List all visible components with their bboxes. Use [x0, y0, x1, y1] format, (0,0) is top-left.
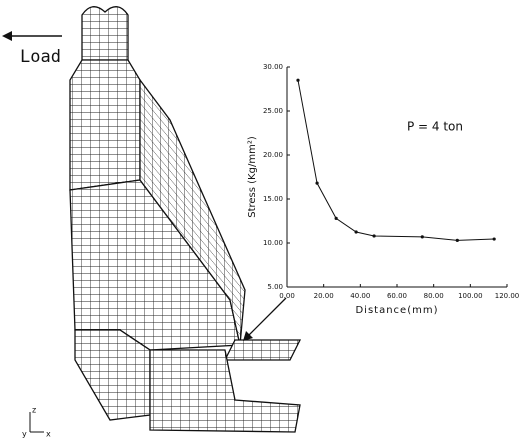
- mesh-model: [69, 6, 302, 433]
- load-label: Load: [20, 47, 61, 67]
- triad-label: x: [46, 430, 51, 439]
- x-tick-label: 20.00: [314, 292, 334, 300]
- x-tick-label: 0.00: [279, 292, 295, 300]
- annotation: P = 4 ton: [407, 120, 463, 134]
- x-tick-label: 60.00: [387, 292, 407, 300]
- pointer-arrowhead: [243, 331, 253, 341]
- triad-label: z: [32, 406, 36, 415]
- load-arrowhead: [2, 31, 12, 41]
- triad: y z x: [22, 406, 51, 439]
- x-tick-label: 80.00: [424, 292, 444, 300]
- point: [492, 237, 496, 241]
- point: [420, 235, 424, 239]
- x-tick-label: 100.00: [458, 292, 483, 300]
- y-tick-label: 20.00: [263, 151, 283, 159]
- triad-label: y: [22, 430, 27, 439]
- pointer-arrow: [245, 297, 287, 339]
- y-tick-label: 5.00: [267, 283, 283, 291]
- y-tick-label: 10.00: [263, 239, 283, 247]
- y-axis-title: Stress (Kg/mm²): [247, 136, 258, 218]
- point: [354, 230, 358, 234]
- point: [296, 78, 300, 82]
- point: [315, 181, 319, 185]
- x-axis-title: Distance(mm): [355, 305, 438, 316]
- point: [372, 234, 376, 238]
- point: [334, 216, 338, 220]
- y-tick-label: 25.00: [263, 107, 283, 115]
- line: [297, 80, 495, 241]
- y-tick-label: 30.00: [263, 63, 283, 71]
- x-tick-label: 120.00: [495, 292, 520, 300]
- x-tick-label: 40.00: [350, 292, 370, 300]
- point: [455, 238, 459, 242]
- y-tick-label: 15.00: [263, 195, 283, 203]
